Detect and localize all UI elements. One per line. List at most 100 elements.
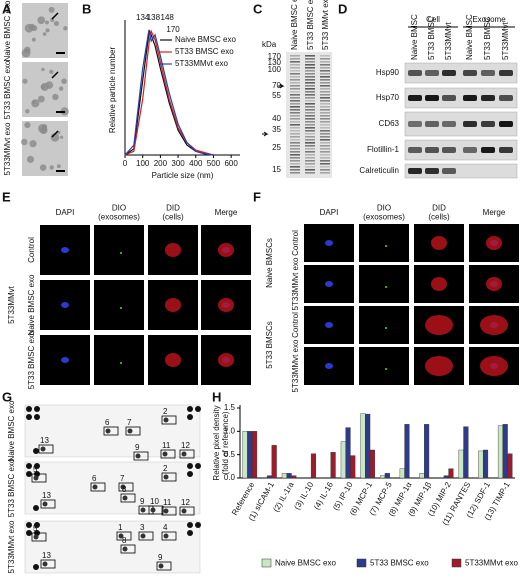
band bbox=[305, 73, 315, 75]
vesicle bbox=[56, 164, 61, 169]
column-header: (exosomes) bbox=[363, 213, 405, 222]
protein-label: Flotillin-1 bbox=[367, 145, 400, 154]
vesicle bbox=[60, 135, 64, 139]
band bbox=[305, 115, 315, 117]
vesicle bbox=[52, 93, 59, 101]
spot-box bbox=[148, 505, 164, 515]
band bbox=[305, 79, 315, 81]
vesicle bbox=[45, 20, 49, 25]
ref-spot bbox=[33, 448, 39, 454]
blot bbox=[404, 163, 518, 179]
band bbox=[305, 163, 315, 165]
row-label: Naive BMSC exo bbox=[27, 274, 36, 335]
band bbox=[305, 70, 315, 72]
bar bbox=[365, 413, 371, 479]
band bbox=[320, 166, 330, 168]
spot-label: 3 bbox=[140, 523, 145, 532]
line-series bbox=[124, 29, 214, 156]
blot bbox=[404, 62, 518, 84]
peak-label: 134 bbox=[136, 13, 150, 22]
vesicle bbox=[31, 37, 36, 42]
band bbox=[320, 91, 330, 93]
spot-box bbox=[118, 482, 134, 492]
bar bbox=[330, 452, 336, 479]
column-header: DAPI bbox=[56, 208, 75, 217]
group-label: Cell bbox=[426, 15, 440, 24]
spot bbox=[105, 428, 111, 434]
peak-label: 138 bbox=[147, 13, 161, 22]
blot-band bbox=[408, 70, 422, 76]
cell bbox=[480, 356, 508, 376]
cell bbox=[165, 353, 181, 367]
spot-label: 9 bbox=[158, 553, 163, 562]
band bbox=[305, 160, 315, 162]
vesicle bbox=[48, 6, 55, 13]
spot-box bbox=[125, 426, 141, 436]
bar bbox=[266, 475, 273, 479]
spot-label: 12 bbox=[181, 441, 190, 450]
legend-label: 5T33MMvt exo bbox=[465, 559, 518, 568]
x-tick-label: 500 bbox=[207, 159, 221, 168]
spot-box bbox=[161, 415, 177, 425]
bar bbox=[384, 473, 390, 479]
panel-letter: A bbox=[2, 1, 12, 16]
band bbox=[305, 109, 315, 111]
band bbox=[290, 70, 300, 72]
band bbox=[290, 151, 300, 153]
nucleus bbox=[61, 357, 69, 363]
band bbox=[305, 91, 315, 93]
band bbox=[320, 70, 330, 72]
spot-box bbox=[40, 499, 56, 509]
blot-band bbox=[442, 70, 456, 76]
band bbox=[305, 100, 315, 102]
spot bbox=[140, 533, 146, 539]
spot-label: 2 bbox=[163, 464, 168, 473]
bar bbox=[281, 473, 287, 479]
x-axis-label: Particle size (nm) bbox=[152, 171, 214, 180]
ref-spot bbox=[34, 414, 40, 420]
band bbox=[305, 127, 315, 129]
row-label: 5T33MMvt exo bbox=[291, 257, 300, 310]
spot-label: 1 bbox=[118, 523, 123, 532]
band bbox=[320, 67, 330, 69]
ref-spot bbox=[187, 522, 193, 528]
band bbox=[290, 133, 300, 135]
band bbox=[320, 64, 330, 66]
cell bbox=[425, 315, 453, 335]
unit-label: kDa bbox=[262, 40, 277, 49]
blot bbox=[404, 87, 518, 109]
arrow bbox=[51, 12, 59, 20]
row-label: Control bbox=[27, 237, 36, 263]
spot-label: 8 bbox=[122, 485, 127, 494]
nucleus bbox=[61, 302, 69, 308]
blot-band bbox=[463, 147, 477, 153]
bar bbox=[380, 475, 386, 479]
spot-label: 6 bbox=[92, 474, 97, 483]
marker-label: 55 bbox=[272, 91, 281, 100]
spot-label: 8 bbox=[122, 536, 127, 545]
row-label: 5T33 BMSC exo bbox=[27, 330, 36, 389]
protein-label: Hsp70 bbox=[376, 93, 400, 102]
vesicle bbox=[37, 95, 45, 103]
vesicle bbox=[63, 26, 68, 31]
protein-label: Hsp90 bbox=[376, 68, 400, 77]
band bbox=[305, 145, 315, 147]
blot-band bbox=[463, 121, 477, 127]
bar bbox=[345, 427, 351, 479]
band bbox=[305, 103, 315, 105]
band bbox=[320, 106, 330, 108]
blot-band bbox=[408, 121, 422, 127]
y-axis-label: (fold of reference) bbox=[221, 411, 230, 474]
band bbox=[305, 148, 315, 150]
spot-label: 7 bbox=[120, 474, 125, 483]
column-header: DAPI bbox=[320, 208, 339, 217]
column-header: DID bbox=[166, 204, 180, 213]
band bbox=[290, 163, 300, 165]
bar bbox=[424, 424, 430, 479]
row-label: Control bbox=[291, 312, 300, 338]
blot-band bbox=[425, 95, 439, 101]
spot-label: 2 bbox=[163, 407, 168, 416]
bar bbox=[251, 431, 258, 479]
spot bbox=[40, 446, 46, 452]
row-label: 5T33 BMSC exo bbox=[3, 60, 12, 119]
